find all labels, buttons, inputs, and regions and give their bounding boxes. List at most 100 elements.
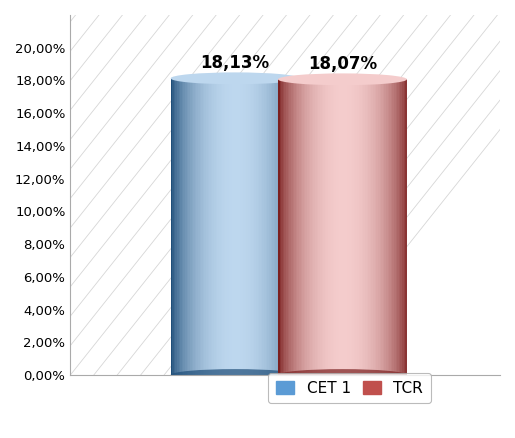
Bar (392, 79, 394, 375)
Bar (294, 79, 296, 375)
Bar (384, 79, 386, 375)
Bar (364, 79, 365, 375)
Bar (302, 79, 304, 375)
Bar (399, 79, 401, 375)
Bar (267, 78, 269, 375)
Bar (380, 79, 381, 375)
Bar (354, 79, 355, 375)
Bar (307, 79, 309, 375)
Bar (208, 78, 210, 375)
Ellipse shape (170, 72, 300, 84)
Bar (325, 79, 327, 375)
Bar (381, 79, 383, 375)
Bar (209, 78, 211, 375)
Bar (261, 78, 263, 375)
Bar (365, 79, 367, 375)
Bar (323, 79, 325, 375)
Bar (254, 78, 256, 375)
Bar (229, 78, 230, 375)
Bar (283, 79, 285, 375)
Bar (291, 79, 293, 375)
Bar (336, 79, 338, 375)
Bar (222, 78, 224, 375)
Bar (201, 78, 203, 375)
Ellipse shape (170, 369, 300, 381)
Bar (195, 78, 197, 375)
Bar (203, 78, 204, 375)
Bar (308, 79, 311, 375)
Bar (192, 78, 193, 375)
Bar (333, 79, 335, 375)
Bar (182, 78, 184, 375)
Bar (386, 79, 388, 375)
Bar (233, 78, 235, 375)
Bar (352, 79, 354, 375)
Bar (328, 79, 330, 375)
Bar (232, 78, 234, 375)
Bar (298, 78, 300, 375)
Bar (185, 78, 187, 375)
Bar (243, 78, 245, 375)
Bar (367, 79, 368, 375)
Bar (246, 78, 248, 375)
Bar (288, 78, 290, 375)
Bar (295, 78, 297, 375)
Bar (240, 78, 242, 375)
Text: 18,07%: 18,07% (308, 55, 377, 73)
Bar (299, 79, 301, 375)
Bar (183, 78, 185, 375)
Bar (226, 78, 227, 375)
Bar (334, 79, 336, 375)
Bar (266, 78, 267, 375)
Bar (297, 79, 299, 375)
Bar (198, 78, 200, 375)
Ellipse shape (278, 369, 407, 381)
Bar (321, 79, 323, 375)
Bar (230, 78, 232, 375)
Bar (286, 79, 288, 375)
Bar (272, 78, 274, 375)
Bar (179, 78, 180, 375)
Bar (362, 79, 364, 375)
Bar (296, 78, 298, 375)
Bar (227, 78, 229, 375)
Bar (376, 79, 378, 375)
Bar (285, 78, 287, 375)
Bar (220, 78, 222, 375)
Bar (276, 78, 277, 375)
Ellipse shape (278, 74, 407, 85)
Bar (289, 79, 291, 375)
Bar (217, 78, 219, 375)
Bar (213, 78, 214, 375)
Bar (204, 78, 206, 375)
Bar (405, 79, 407, 375)
Bar (404, 79, 405, 375)
Bar (368, 79, 370, 375)
Bar (291, 78, 293, 375)
Bar (280, 78, 282, 375)
Bar (351, 79, 352, 375)
Bar (383, 79, 385, 375)
Bar (388, 79, 389, 375)
Bar (317, 79, 318, 375)
Bar (242, 78, 243, 375)
Bar (263, 78, 264, 375)
Bar (190, 78, 192, 375)
Bar (277, 78, 279, 375)
Bar (188, 78, 190, 375)
Bar (269, 78, 271, 375)
Bar (279, 78, 280, 375)
Bar (391, 79, 392, 375)
Bar (375, 79, 376, 375)
Bar (341, 79, 342, 375)
Bar (327, 79, 328, 375)
Bar (290, 78, 291, 375)
Bar (339, 79, 341, 375)
Bar (245, 78, 247, 375)
Bar (174, 78, 176, 375)
Bar (346, 79, 348, 375)
Bar (347, 79, 349, 375)
Legend: CET 1, TCR: CET 1, TCR (268, 373, 431, 403)
Bar (284, 79, 286, 375)
Bar (180, 78, 182, 375)
